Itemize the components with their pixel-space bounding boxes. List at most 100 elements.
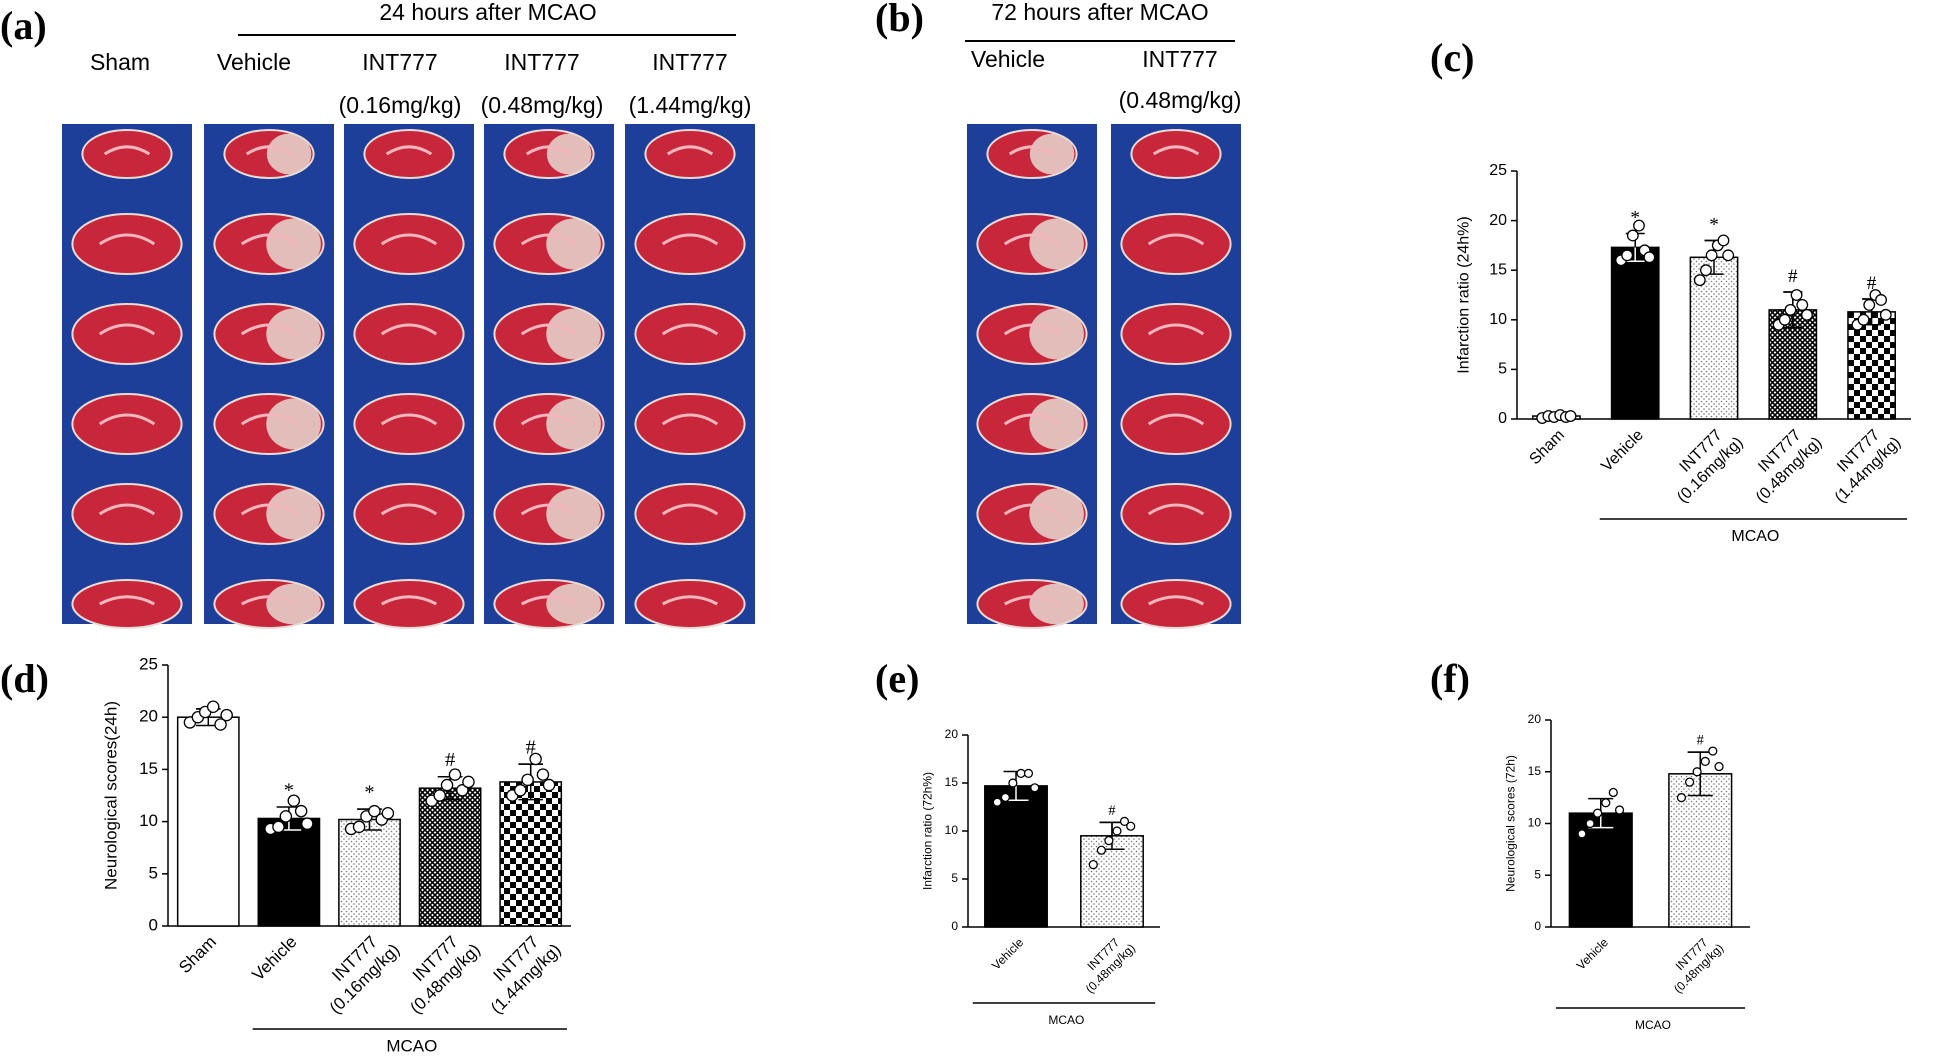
significance-marker: # <box>445 749 455 771</box>
slice-detail <box>385 145 433 156</box>
panel-label: (a) <box>0 3 47 48</box>
data-point <box>1564 410 1577 422</box>
x-tick-label: Sham <box>1527 427 1569 469</box>
data-point <box>1863 298 1876 311</box>
data-point <box>1692 767 1702 777</box>
slice-detail <box>98 323 156 336</box>
x-tick-label: Vehicle <box>249 933 301 985</box>
y-tick-label: 5 <box>1534 867 1541 881</box>
brain-slice <box>71 213 183 275</box>
slice-detail <box>661 413 719 426</box>
group-label: MCAO <box>1048 1013 1084 1027</box>
y-tick-label: 5 <box>1498 361 1507 378</box>
x-tick-label: Sham <box>175 933 220 978</box>
slice-detail <box>240 413 298 426</box>
data-point <box>1000 792 1011 803</box>
photo-strip <box>967 124 1097 624</box>
slice-detail <box>380 233 438 246</box>
photo-strip <box>625 124 755 624</box>
data-point <box>1796 298 1809 311</box>
data-point <box>440 778 454 792</box>
significance-marker: * <box>1630 208 1640 229</box>
bar <box>338 818 401 927</box>
y-tick-label: 15 <box>945 775 959 789</box>
data-point <box>1700 264 1712 277</box>
slice-detail <box>1003 503 1061 516</box>
brain-slice <box>1120 213 1232 275</box>
brain-slice <box>363 129 455 179</box>
slice-detail <box>1147 503 1205 516</box>
data-point <box>462 775 475 789</box>
data-point <box>433 789 446 802</box>
significance-marker: * <box>364 781 374 803</box>
slice-detail <box>661 323 719 336</box>
data-point <box>1023 768 1034 779</box>
data-point <box>521 773 534 787</box>
panel-label: (b) <box>875 0 924 40</box>
slice-detail <box>520 233 578 246</box>
slice-detail <box>1008 145 1056 156</box>
brain-slice <box>81 129 173 179</box>
bar <box>418 787 482 927</box>
data-point <box>368 804 381 818</box>
slice-detail <box>381 595 437 606</box>
data-point <box>220 708 233 722</box>
data-point <box>301 817 314 830</box>
slice-detail <box>662 595 718 606</box>
data-point <box>448 768 462 781</box>
slice-detail <box>98 413 156 426</box>
panel-label: (d) <box>0 656 49 701</box>
y-tick-label: 20 <box>1489 212 1507 229</box>
slice-detail <box>245 145 293 156</box>
data-point <box>279 810 293 823</box>
data-point <box>514 784 527 797</box>
brain-slice <box>353 579 465 629</box>
panel-header: 72 hours after MCAO <box>991 0 1208 25</box>
data-point <box>1577 829 1587 839</box>
data-point <box>1705 249 1718 262</box>
data-point <box>1016 768 1026 779</box>
data-point <box>1119 816 1130 827</box>
y-tick-label: 15 <box>1489 261 1507 278</box>
data-point <box>1879 308 1892 321</box>
y-tick-label: 10 <box>1489 311 1507 328</box>
y-tick-label: 25 <box>139 654 158 673</box>
data-point <box>1801 308 1813 321</box>
brain-slice <box>1120 483 1232 545</box>
column-label: Sham <box>90 49 150 75</box>
data-point <box>1676 793 1687 803</box>
panel-header: 24 hours after MCAO <box>379 0 596 25</box>
data-point <box>272 820 285 834</box>
slice-detail <box>1003 413 1061 426</box>
y-tick-label: 10 <box>1528 816 1542 830</box>
slice-detail <box>525 145 573 156</box>
significance-marker: # <box>1788 266 1798 287</box>
brain-slice <box>353 393 465 455</box>
y-axis-label: Infarction ratio (72h%) <box>921 772 935 890</box>
brain-slice <box>1120 393 1232 455</box>
slice-detail <box>666 145 714 156</box>
y-tick-label: 20 <box>139 707 158 726</box>
y-tick-label: 25 <box>1489 162 1507 179</box>
data-point <box>1614 805 1625 815</box>
brain-slice <box>71 303 183 365</box>
brain-slice <box>634 393 746 455</box>
data-point <box>1643 251 1656 264</box>
significance-marker: # <box>1108 803 1115 819</box>
group-label: MCAO <box>1731 528 1779 545</box>
data-point <box>1700 756 1710 767</box>
y-axis-label: Neurological scores(24h) <box>101 701 120 890</box>
data-point <box>1621 249 1634 262</box>
slice-detail <box>521 595 577 606</box>
x-tick-label: INT777(0.48mg/kg) <box>1661 930 1727 996</box>
slice-detail <box>1147 413 1205 426</box>
slice-detail <box>380 503 438 516</box>
slice-detail <box>1152 145 1200 156</box>
slice-detail <box>99 595 155 606</box>
data-point <box>1708 746 1718 756</box>
brain-slice <box>71 393 183 455</box>
brain-slice <box>1130 129 1222 179</box>
slice-detail <box>240 323 298 336</box>
brain-slice <box>71 579 183 629</box>
brain-slice <box>634 483 746 545</box>
